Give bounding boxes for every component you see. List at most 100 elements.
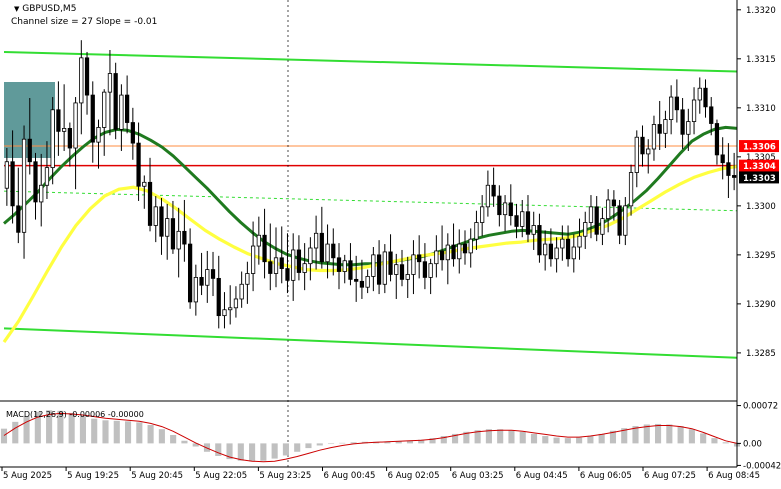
candle-body — [691, 99, 697, 122]
candle-body — [96, 127, 101, 143]
candle-body — [365, 276, 370, 288]
macd-bar — [485, 429, 492, 444]
macd-bar — [0, 428, 8, 444]
y-tick-label: 1.3315 — [746, 55, 776, 65]
candle-body — [84, 57, 90, 96]
candle-body — [73, 102, 78, 149]
macd-bar — [440, 436, 447, 444]
candle-body — [617, 205, 622, 236]
candle-body — [411, 254, 416, 275]
candle-body — [439, 250, 445, 261]
macd-bar — [666, 424, 673, 444]
candle-body — [313, 232, 319, 249]
candle-body — [331, 243, 336, 259]
candle-body — [222, 309, 227, 317]
candle-body — [10, 161, 15, 207]
candle-body — [686, 121, 691, 135]
macd-bar — [655, 423, 662, 444]
candle-body — [50, 109, 55, 169]
y-tick-label: 1.3290 — [746, 300, 776, 310]
candle-body — [233, 298, 239, 309]
macd-bar — [452, 433, 459, 444]
candle-body — [457, 243, 462, 260]
candle-body — [588, 206, 594, 223]
macd-bar — [57, 410, 64, 444]
candle-body — [531, 225, 536, 235]
candle-body — [640, 136, 645, 155]
macd-bar — [406, 440, 414, 444]
candle-body — [680, 109, 685, 135]
candle-body — [703, 87, 708, 108]
candle-body — [33, 161, 38, 203]
candle-body — [187, 243, 193, 303]
candle-body — [262, 234, 267, 263]
candle-body — [79, 57, 84, 104]
candle-body — [628, 172, 634, 207]
candle-body — [302, 263, 307, 273]
macd-bar — [609, 430, 617, 444]
candle-body — [205, 269, 210, 286]
candle-body — [136, 142, 141, 187]
macd-bar — [282, 443, 289, 456]
candle-body — [646, 148, 651, 155]
macd-bar — [23, 416, 30, 444]
candle-body — [27, 138, 32, 163]
symbol-label: GBPUSD,M5 — [22, 4, 77, 14]
candle-body — [560, 238, 565, 249]
candle-body — [657, 124, 662, 134]
macd-bar — [395, 441, 402, 444]
x-tick-label: 5 Aug 19:25 — [67, 471, 119, 481]
candle-body — [216, 277, 221, 317]
candle-body — [548, 243, 554, 260]
macd-bar — [249, 443, 256, 462]
candle-body — [594, 206, 599, 235]
candle-body — [56, 109, 61, 132]
macd-bar — [508, 430, 515, 444]
macd-bar — [260, 443, 267, 461]
candle-body — [537, 225, 542, 256]
candle-body — [130, 122, 135, 144]
macd-bar — [170, 434, 177, 444]
candle-body — [577, 235, 582, 248]
candle-body — [107, 73, 113, 93]
candle-body — [44, 167, 50, 186]
candle-body — [125, 94, 130, 123]
x-tick-label: 5 Aug 22:05 — [195, 471, 247, 481]
macd-bar — [46, 410, 53, 444]
candle-body — [525, 211, 531, 235]
candle-body — [674, 96, 679, 111]
macd-bar — [136, 422, 143, 444]
macd-y-tick-label: 0.00072 — [743, 402, 778, 412]
macd-bar — [12, 421, 19, 444]
dropdown-triangle-icon[interactable]: ▼ — [14, 5, 20, 13]
y-tick-label: 1.3310 — [746, 104, 776, 114]
candle-body — [16, 205, 21, 233]
candle-body — [279, 257, 284, 269]
macd-bar — [497, 429, 504, 444]
candle-body — [256, 234, 261, 247]
candle-body — [199, 277, 204, 286]
candle-body — [170, 218, 176, 250]
macd-bar — [598, 433, 605, 444]
candle-body — [663, 119, 668, 134]
candle-body — [62, 128, 67, 132]
macd-bar — [79, 416, 86, 444]
candle-body — [623, 205, 628, 236]
candle-body — [159, 206, 164, 237]
candle-body — [376, 254, 382, 285]
candle-body — [388, 251, 393, 275]
x-tick-label: 6 Aug 08:45 — [708, 471, 760, 481]
macd-bar — [643, 424, 650, 444]
x-tick-label: 6 Aug 00:45 — [324, 471, 376, 481]
macd-bar — [429, 438, 436, 444]
price-label-box — [739, 171, 779, 184]
candle-body — [714, 123, 720, 156]
macd-bar — [530, 433, 538, 444]
candle-body — [182, 230, 187, 245]
macd-bar — [147, 425, 154, 444]
macd-bar — [564, 438, 571, 444]
macd-bar — [215, 443, 222, 456]
macd-title: MACD(12,26,9) -0.00006 -0.00000 — [6, 410, 144, 419]
price-label-box — [739, 140, 779, 153]
candle-body — [165, 218, 170, 237]
